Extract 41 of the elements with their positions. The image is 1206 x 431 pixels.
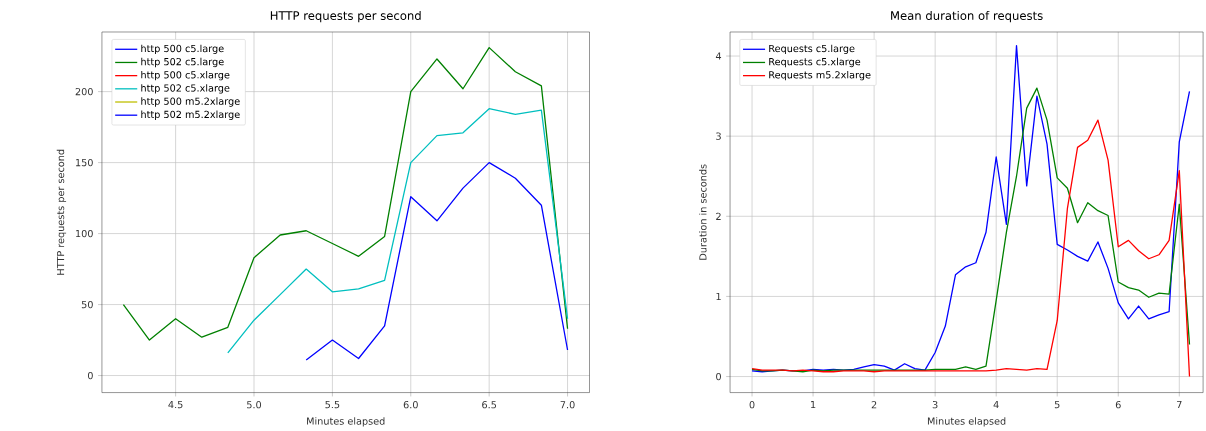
chart-title: HTTP requests per second <box>270 11 421 23</box>
x-tick-label: 4.5 <box>168 401 183 409</box>
legend-label: http 500 c5.xlarge <box>141 71 230 81</box>
x-tick-label: 5.0 <box>247 401 262 409</box>
legend-label: http 500 m5.2xlarge <box>141 97 240 107</box>
y-tick-label: 2 <box>716 212 721 220</box>
y-tick-label: 0 <box>716 372 721 381</box>
y-axis-title: Duration in seconds <box>699 164 707 260</box>
x-tick-label: 6.5 <box>482 401 497 409</box>
legend-label: Requests m5.2xlarge <box>769 71 871 81</box>
y-tick-label: 200 <box>75 87 93 96</box>
line-series <box>122 46 569 341</box>
legend-label: Requests c5.xlarge <box>769 57 861 68</box>
y-tick-label: 0 <box>87 371 93 380</box>
x-tick-label: 6 <box>1115 401 1121 409</box>
x-tick-label: 0 <box>749 401 755 409</box>
y-tick-label: 1 <box>716 292 721 300</box>
x-tick-label: 3 <box>932 401 938 409</box>
chart-title: Mean duration of requests <box>891 11 1043 23</box>
x-tick-label: 4 <box>993 401 999 409</box>
x-tick-label: 5.5 <box>325 401 340 409</box>
y-tick-label: 4 <box>715 52 722 60</box>
line-series <box>305 161 569 361</box>
y-tick-label: 150 <box>76 158 93 167</box>
x-axis-title: Minutes elapsed <box>927 417 1006 427</box>
legend-label: http 502 c5.large <box>141 57 224 68</box>
x-tick-label: 1 <box>811 401 816 409</box>
y-tick-label: 3 <box>716 132 721 140</box>
x-tick-label: 7.0 <box>560 401 575 409</box>
x-axis-title: Minutes elapsed <box>307 417 385 427</box>
x-tick-label: 5 <box>1054 401 1060 409</box>
y-tick-label: 50 <box>81 300 93 309</box>
legend-label: http 500 c5.large <box>141 44 224 55</box>
legend-label: http 502 m5.2xlarge <box>141 110 240 120</box>
y-tick-label: 100 <box>76 229 93 238</box>
x-tick-label: 6.0 <box>403 401 418 409</box>
x-tick-label: 7 <box>1177 401 1182 409</box>
x-tick-label: 2 <box>871 401 877 409</box>
legend-label: Requests c5.large <box>769 44 855 55</box>
y-axis-title: HTTP requests per second <box>56 149 67 275</box>
legend-label: http 502 c5.xlarge <box>141 84 230 94</box>
